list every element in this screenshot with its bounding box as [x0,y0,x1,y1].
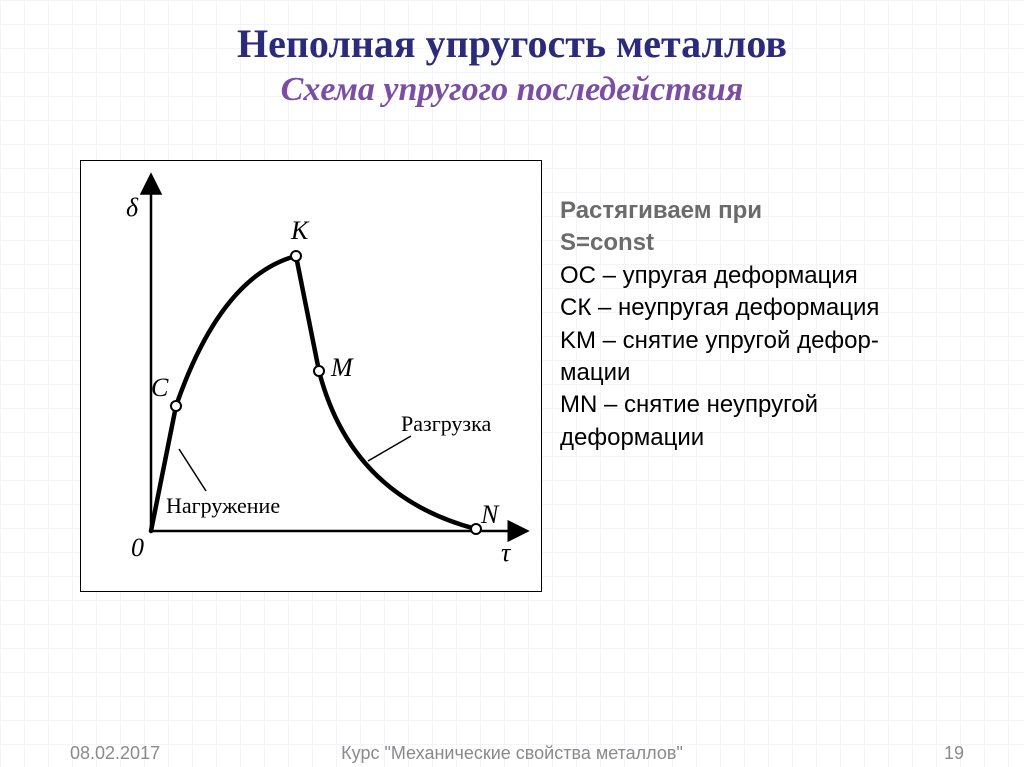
label-unload: Разгрузка [401,411,491,436]
unload-mn [319,371,476,529]
point-m [314,366,324,376]
legend-lead-1: Растягиваем при [560,195,1000,227]
footer-course: Курс "Механические свойства металлов" [0,743,1024,764]
legend-oc: ОС – упругая деформация [560,260,1000,292]
diagram-figure: δ τ 0 C K M N Нагружение Разгрузка [80,160,542,592]
label-m: M [330,353,354,382]
legend-ck: СК – неупругая деформация [560,292,1000,324]
slide-title: Неполная упругость металлов Схема упруго… [0,20,1024,109]
point-c [171,401,181,411]
title-main: Неполная упругость металлов [0,20,1024,67]
x-axis-label: τ [501,538,512,567]
legend-mn-1: MN – снятие неупругой [560,389,1000,421]
callout-load-line [179,449,206,491]
title-sub: Схема упругого последействия [0,71,1024,109]
point-k [291,251,301,261]
label-c: C [151,373,169,402]
legend-km-2: мации [560,357,1000,389]
loading-curve [151,256,296,531]
callout-unload-line [368,436,411,461]
origin-label: 0 [131,533,144,562]
legend-lead-2: S=const [560,227,1000,259]
label-k: K [290,216,310,245]
legend-mn-2: деформации [560,422,1000,454]
footer-page: 19 [944,743,964,764]
diagram-svg: δ τ 0 C K M N Нагружение Разгрузка [81,161,541,591]
label-n: N [480,500,500,529]
legend-km-1: KM – снятие упругой дефор- [560,325,1000,357]
legend-block: Растягиваем при S=const ОС – упругая деф… [560,195,1000,454]
y-axis-label: δ [126,193,139,222]
point-n [471,524,481,534]
label-load: Нагружение [166,493,280,518]
unload-km [296,256,319,371]
